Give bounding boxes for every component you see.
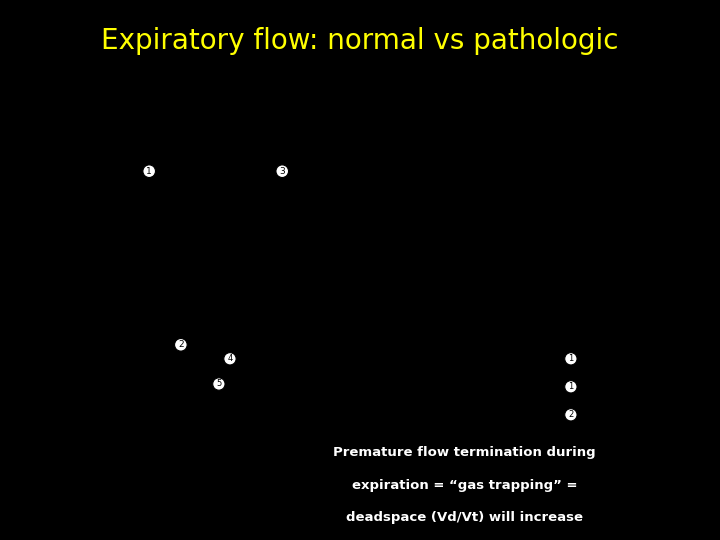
Text: Flow: Flow xyxy=(373,122,395,131)
Text: 1: 1 xyxy=(568,354,574,363)
Text: Time: Time xyxy=(631,93,660,103)
Text: 2: 2 xyxy=(178,340,184,349)
Text: Normal: Normal xyxy=(556,383,586,391)
Text: 2: 2 xyxy=(568,410,574,419)
Text: (Increased Expiratory Resistance): (Increased Expiratory Resistance) xyxy=(594,276,706,283)
Text: 0: 0 xyxy=(67,228,73,238)
Text: Normal: Normal xyxy=(590,307,621,316)
Text: Time: Time xyxy=(281,93,310,103)
Text: Obstructed: Obstructed xyxy=(547,410,595,420)
Text: (lpm): (lpm) xyxy=(32,141,58,151)
Text: 3: 3 xyxy=(279,167,285,176)
Text: Expiratory flow: normal vs pathologic: Expiratory flow: normal vs pathologic xyxy=(102,27,618,55)
Text: 1: 1 xyxy=(146,167,152,176)
Text: TCT: TCT xyxy=(166,404,186,414)
Text: Premature flow termination during: Premature flow termination during xyxy=(333,446,595,460)
Text: Obstructed: Obstructed xyxy=(594,252,641,261)
Text: (lpm): (lpm) xyxy=(371,141,397,151)
Text: expiration = “gas trapping” =: expiration = “gas trapping” = xyxy=(351,478,577,492)
Text: 5: 5 xyxy=(216,380,222,388)
Text: 4: 4 xyxy=(228,354,233,363)
Text: Flow: Flow xyxy=(34,122,55,131)
Text: 0: 0 xyxy=(407,228,413,238)
Text: 1: 1 xyxy=(568,382,574,392)
Text: deadspace (Vd/Vt) will increase: deadspace (Vd/Vt) will increase xyxy=(346,511,583,524)
Text: Obstructed
(Increased Expiratory Resistance): Obstructed (Increased Expiratory Resista… xyxy=(586,244,720,274)
